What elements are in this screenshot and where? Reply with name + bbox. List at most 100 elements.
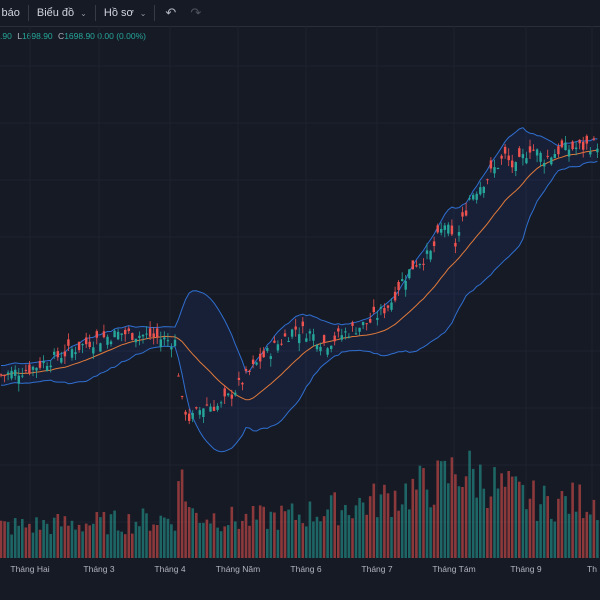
volume-bar	[244, 513, 248, 558]
volume-bar	[258, 505, 262, 558]
volume-bar	[251, 506, 255, 558]
candle-body	[447, 224, 450, 234]
volume-bar	[148, 530, 152, 558]
volume-bar	[219, 531, 223, 558]
volume-bar	[514, 476, 518, 558]
volume-bar	[496, 488, 500, 558]
volume-bar	[88, 525, 91, 558]
candle-body	[120, 333, 123, 335]
volume-bar	[581, 518, 585, 558]
volume-bar	[177, 481, 180, 558]
volume-bar	[475, 497, 478, 558]
candle-body	[134, 338, 138, 343]
candle-body	[60, 357, 63, 363]
volume-bar	[592, 499, 596, 558]
volume-bar	[209, 523, 212, 558]
volume-bar	[237, 528, 241, 558]
x-tick-label: Tháng 9	[510, 564, 542, 574]
volume-bar	[308, 501, 312, 558]
candle-body	[280, 343, 283, 345]
volume-bar	[216, 527, 219, 558]
volume-bar	[539, 504, 542, 558]
volume-bar	[315, 516, 319, 558]
x-tick-label: Tháng Hai	[10, 564, 50, 574]
candle-body	[592, 138, 595, 140]
candle-body	[92, 347, 95, 354]
volume-bar	[418, 465, 422, 558]
candle-body	[358, 327, 361, 332]
volume-bar	[347, 515, 351, 558]
candle-body	[166, 340, 170, 342]
candle-body	[326, 348, 329, 355]
candle-body	[585, 135, 588, 144]
candle-body	[205, 404, 209, 406]
candle-body	[429, 250, 432, 260]
volume-bar	[571, 482, 574, 558]
volume-bar	[560, 491, 564, 558]
chart-menu[interactable]: Biểu đồ ⌄	[29, 0, 95, 26]
candle-body	[223, 388, 226, 397]
candle-body	[418, 264, 422, 265]
volume-bar	[422, 468, 425, 558]
profile-menu[interactable]: Hồ sơ ⌄	[96, 0, 155, 26]
volume-bar	[358, 497, 361, 558]
candle-body	[347, 336, 351, 338]
chart-menu-label: Biểu đồ	[36, 7, 75, 19]
candle-body	[244, 369, 248, 371]
volume-bar	[457, 486, 461, 558]
candle-body	[514, 162, 517, 171]
candle-body	[589, 151, 592, 155]
volume-bar	[45, 523, 49, 558]
undo-button[interactable]: ↶	[155, 0, 186, 26]
price-chart[interactable]	[0, 26, 600, 558]
bollinger-band-fill	[1, 127, 598, 452]
candle-body	[287, 341, 290, 342]
candle-body	[259, 353, 262, 362]
candle-body	[397, 282, 400, 290]
volume-bar	[585, 511, 589, 558]
volume-bar	[312, 521, 315, 558]
volume-bar	[276, 529, 280, 558]
volume-bar	[63, 516, 67, 558]
profile-menu-label: Hồ sơ	[103, 7, 134, 19]
volume-bar	[305, 526, 308, 558]
volume-bar	[116, 530, 120, 558]
candle-body	[503, 146, 507, 154]
candle-body	[3, 375, 6, 377]
candle-body	[45, 366, 49, 371]
volume-bar	[70, 520, 74, 558]
candle-body	[454, 242, 457, 247]
volume-bar	[120, 531, 123, 558]
volume-bar	[493, 467, 496, 558]
volume-bar	[454, 474, 457, 558]
candle-body	[376, 317, 379, 320]
candle-body	[21, 375, 24, 377]
candle-body	[188, 413, 191, 421]
volume-bar	[262, 506, 265, 558]
candle-body	[141, 335, 145, 337]
indicators-menu[interactable]: ỉ báo	[0, 0, 28, 26]
candle-body	[361, 321, 365, 326]
volume-bar	[464, 476, 468, 558]
volume-bar	[60, 526, 63, 558]
candle-body	[124, 329, 127, 335]
candle-body	[308, 331, 312, 334]
volume-bar	[273, 512, 276, 558]
redo-button[interactable]: ↷	[186, 0, 205, 26]
candle-body	[333, 335, 336, 342]
volume-bar	[319, 521, 322, 558]
volume-bar	[542, 485, 546, 558]
volume-bar	[425, 489, 429, 558]
volume-bar	[322, 516, 326, 558]
volume-bar	[372, 483, 376, 558]
volume-bar	[92, 523, 95, 558]
volume-bar	[429, 507, 432, 558]
close-value: 1698.90	[64, 31, 95, 41]
volume-bar	[337, 525, 340, 558]
volume-bar	[376, 517, 379, 558]
candle-body	[241, 382, 244, 385]
volume-bar	[340, 510, 344, 558]
candle-body	[102, 331, 106, 338]
candle-body	[472, 194, 475, 200]
volume-bar	[49, 534, 52, 558]
